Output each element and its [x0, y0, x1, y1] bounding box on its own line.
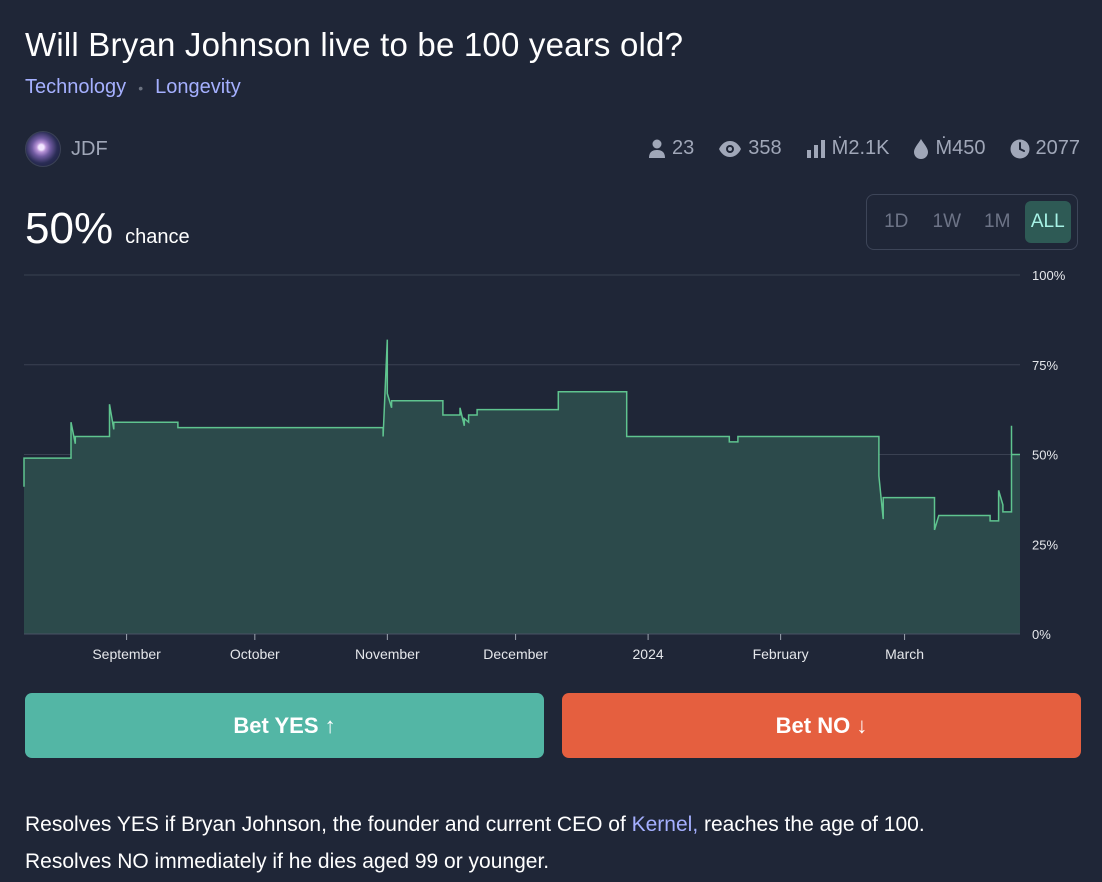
liquidity-stat: Ṁ450 [913, 137, 986, 160]
x-tick-label: September [92, 646, 161, 662]
liquidity-value: Ṁ450 [935, 137, 986, 159]
tag-separator: • [138, 79, 144, 96]
clock-icon [1010, 139, 1029, 158]
x-tick-label: February [753, 646, 809, 662]
range-1w-button[interactable]: 1W [932, 211, 962, 232]
description-text-3: Resolves NO immediately if he dies aged … [25, 850, 550, 873]
description-text-1: Resolves YES if Bryan Johnson, the found… [25, 813, 632, 836]
close-year: 2077 [1035, 137, 1081, 159]
x-tick-label: 2024 [633, 646, 664, 662]
chart-line [23, 339, 1020, 531]
volume-stat: Ṁ2.1K [806, 137, 890, 160]
traders-stat: 23 [648, 137, 694, 160]
kernel-link[interactable]: Kernel, [631, 813, 699, 836]
y-tick-label: 0% [1032, 627, 1051, 642]
market-title: Will Bryan Johnson live to be 100 years … [25, 26, 684, 63]
tag-technology[interactable]: Technology [25, 76, 127, 98]
volume-value: Ṁ2.1K [831, 137, 890, 159]
eye-icon [719, 140, 742, 157]
x-tick-label: October [230, 646, 280, 662]
traders-count: 23 [672, 137, 695, 159]
description-text-2: reaches the age of 100. [698, 813, 925, 836]
x-tick-label: December [483, 646, 548, 662]
market-tags: Technology • Longevity [25, 76, 241, 99]
droplet-icon [914, 138, 929, 159]
probability-chart[interactable]: 100% 75% 50% 25% 0% September October November D… [0, 258, 1102, 668]
chart-area [24, 339, 1020, 634]
y-tick-label: 100% [1032, 268, 1066, 283]
probability-value: 50% [25, 204, 114, 253]
market-description: Resolves YES if Bryan Johnson, the found… [25, 806, 1085, 880]
probability-label: chance [125, 226, 190, 248]
close-date-stat: 2077 [1010, 137, 1081, 160]
market-stats: 23 358 Ṁ2.1K Ṁ450 2077 [624, 137, 1080, 160]
bet-no-button[interactable]: Bet NO ↓ [562, 693, 1081, 758]
galaxy-avatar[interactable] [25, 131, 61, 167]
y-tick-label: 50% [1032, 448, 1058, 463]
bet-yes-button[interactable]: Bet YES ↑ [25, 693, 544, 758]
x-tick-label: November [355, 646, 420, 662]
tag-longevity[interactable]: Longevity [155, 76, 241, 98]
x-tick-label: March [885, 646, 924, 662]
bar-chart-icon [806, 139, 825, 158]
person-icon [649, 139, 666, 158]
range-1d-button[interactable]: 1D [884, 211, 909, 232]
y-tick-label: 25% [1032, 537, 1058, 552]
range-1m-button[interactable]: 1M [984, 211, 1011, 232]
creator-name[interactable]: JDF [71, 137, 108, 160]
probability-display: 50% chance [25, 204, 190, 254]
y-tick-label: 75% [1032, 358, 1058, 373]
views-stat: 358 [718, 137, 782, 160]
views-count: 358 [748, 137, 782, 159]
creator[interactable]: JDF [25, 131, 108, 167]
range-all-button[interactable]: ALL [1024, 201, 1071, 243]
time-range-selector: 1D 1W 1M ALL [866, 194, 1078, 250]
